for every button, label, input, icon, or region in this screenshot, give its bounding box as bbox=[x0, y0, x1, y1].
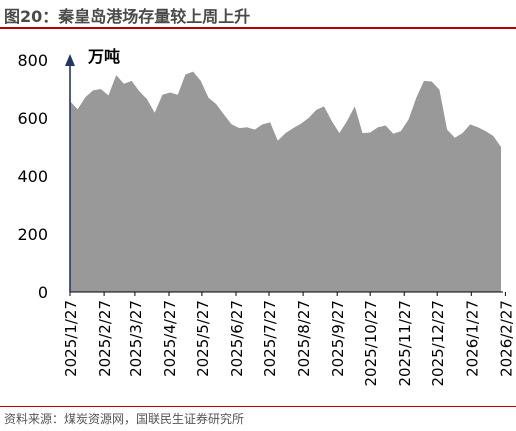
x-tick-label: 2025/10/27 bbox=[362, 300, 380, 386]
x-tick-label: 2025/4/27 bbox=[161, 300, 179, 377]
y-tick-label: 600 bbox=[17, 109, 48, 128]
x-tick-label: 2025/7/27 bbox=[261, 300, 279, 377]
figure-title: 图20：秦皇岛港场存量较上周上升 bbox=[4, 7, 251, 26]
x-tick-label: 2025/12/27 bbox=[429, 300, 447, 386]
y-tick-label: 400 bbox=[17, 167, 48, 186]
x-tick-label: 2025/9/27 bbox=[329, 300, 347, 377]
y-tick-label: 0 bbox=[38, 283, 48, 302]
area-layer bbox=[70, 71, 501, 292]
y-tick-label: 800 bbox=[17, 51, 48, 70]
source-text: 资料来源：煤炭资源网，国联民生证券研究所 bbox=[4, 412, 245, 426]
axis-layer: 0 200 400 600 800 2025/1/27 2025/2/27 2025/3/27… bbox=[17, 51, 515, 386]
x-tick-label: 2025/5/27 bbox=[194, 300, 212, 377]
x-tick-label: 2025/3/27 bbox=[127, 300, 145, 377]
x-tick-label: 2025/11/27 bbox=[396, 300, 414, 386]
x-tick-label: 2025/1/27 bbox=[62, 300, 80, 377]
source-rule bbox=[0, 406, 516, 407]
x-tick-label: 2025/2/27 bbox=[96, 300, 114, 377]
unit-label: 万吨 bbox=[87, 47, 120, 66]
x-tick-label: 2026/1/27 bbox=[463, 300, 481, 377]
chart: 0 200 400 600 800 2025/1/27 2025/2/27 2025/3/27… bbox=[17, 47, 515, 386]
x-tick-label: 2025/6/27 bbox=[228, 300, 246, 377]
x-tick-label: 2025/8/27 bbox=[295, 300, 313, 377]
area-series bbox=[70, 71, 501, 292]
title-rule bbox=[0, 27, 516, 29]
y-axis-arrow-icon bbox=[65, 54, 75, 66]
x-tick-label: 2026/2/27 bbox=[497, 300, 515, 377]
y-tick-label: 200 bbox=[17, 225, 48, 244]
